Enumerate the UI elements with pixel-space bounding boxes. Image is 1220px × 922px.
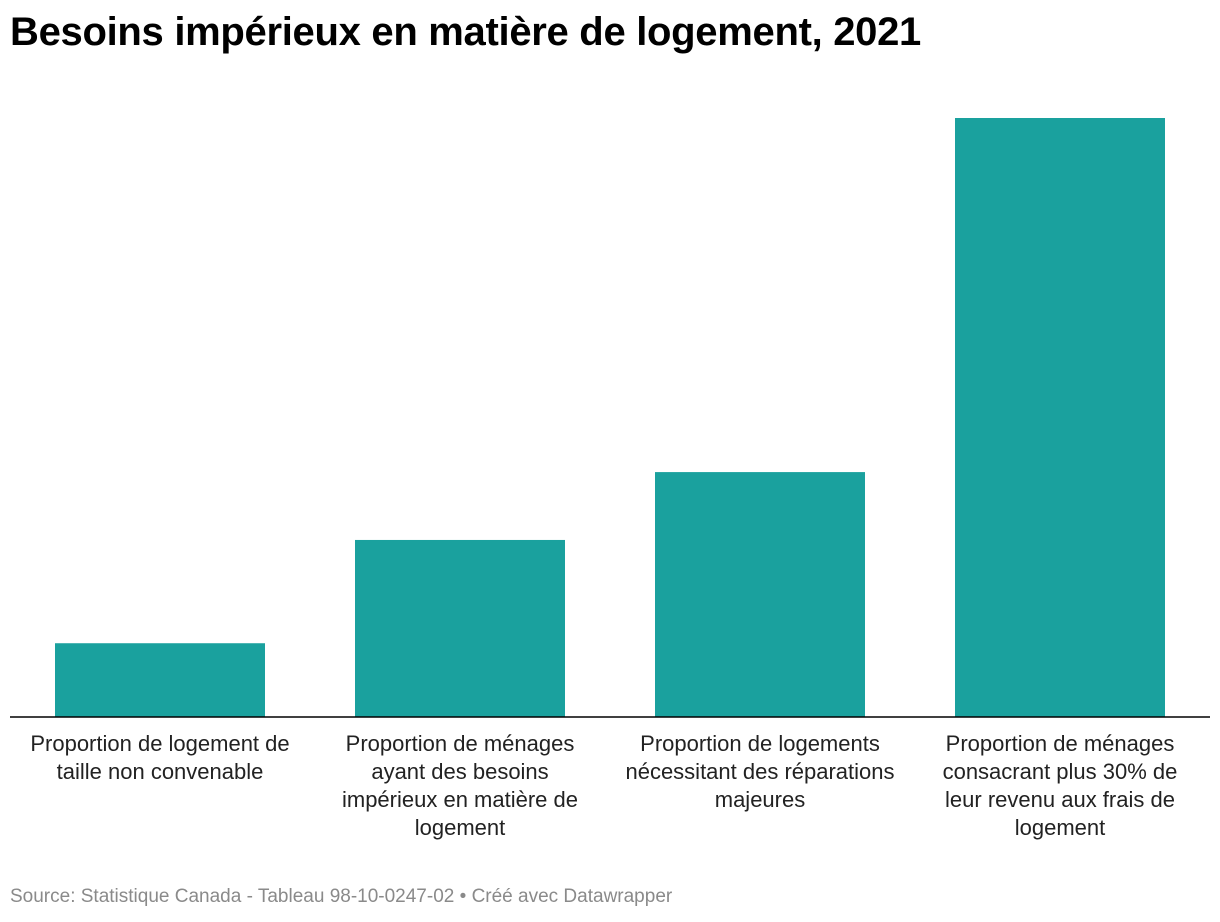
category-label-2: Proportion de ménages ayant des besoins …	[341, 731, 578, 840]
bar-4	[955, 118, 1165, 717]
bar-3	[655, 472, 865, 717]
credit-note: Créé avec Datawrapper	[471, 886, 673, 907]
footer-separator: •	[454, 886, 472, 907]
source-note: Source: Statistique Canada - Tableau 98-…	[10, 886, 455, 907]
chart-footer: Source: Statistique Canada - Tableau 98-…	[10, 886, 672, 908]
chart-title: Besoins impérieux en matière de logement…	[10, 10, 922, 54]
bars-group	[55, 118, 1165, 717]
bar-1	[55, 643, 265, 717]
category-label-1: Proportion de logement de taille non con…	[30, 731, 290, 784]
bar-2	[355, 539, 565, 717]
category-label-4: Proportion de ménages consacrant plus 30…	[942, 731, 1178, 840]
category-label-3: Proportion de logements nécessitant des …	[625, 731, 895, 812]
